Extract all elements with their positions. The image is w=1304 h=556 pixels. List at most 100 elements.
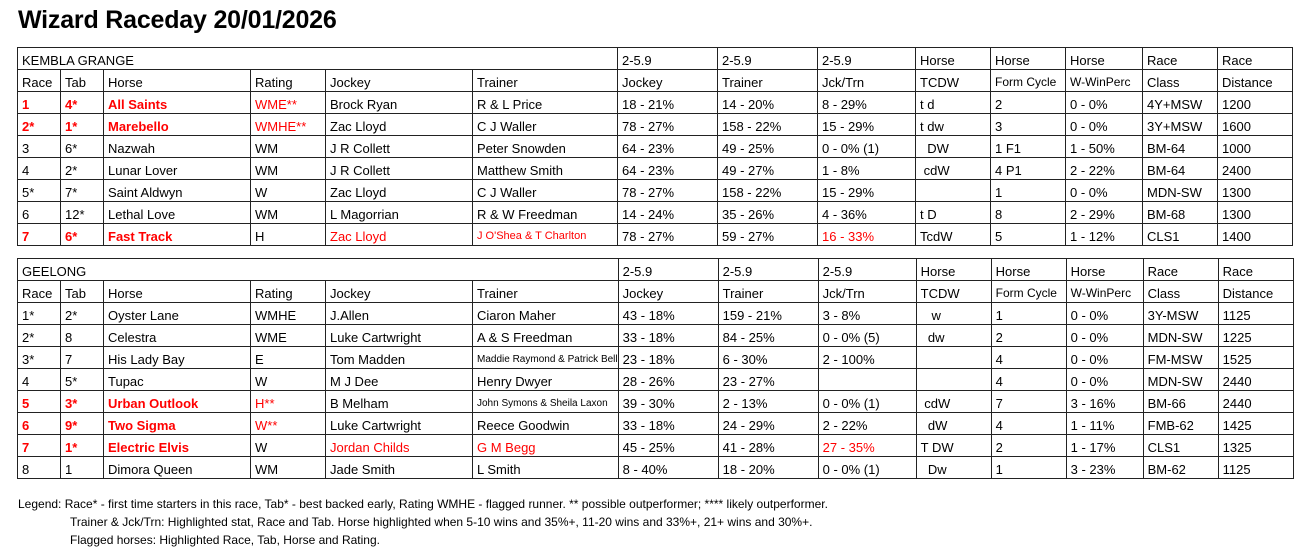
cell-rating: WM xyxy=(250,201,326,224)
cell-horse: Celestra xyxy=(103,324,251,347)
column-header-horse: Horse xyxy=(103,69,251,92)
cell-race: 1 xyxy=(17,91,61,114)
cell-jck-trn-stat: 1 - 8% xyxy=(817,157,916,180)
table-row: 5* 7* Saint Aldwyn W Zac Lloyd C J Waller 78 -… xyxy=(17,179,1293,202)
cell-trainer: Maddie Raymond & Patrick Bell xyxy=(472,346,619,369)
cell-jockey-stat: 18 - 21% xyxy=(617,91,718,114)
group-header-trainer-stat: 2-5.9 xyxy=(717,258,819,281)
cell-trainer-stat: 84 - 25% xyxy=(717,324,819,347)
cell-jck-trn-stat: 0 - 0% (1) xyxy=(817,390,917,413)
cell-rating: W xyxy=(250,179,326,202)
column-header-race: Race xyxy=(17,69,61,92)
cell-jockey: Zac Lloyd xyxy=(325,113,473,136)
cell-class: BM-64 xyxy=(1142,135,1218,158)
cell-w-winperc: 2 - 22% xyxy=(1065,157,1143,180)
group-header-form-cycle: Horse xyxy=(990,258,1067,281)
cell-jockey: Tom Madden xyxy=(325,346,473,369)
cell-jockey: Jordan Childs xyxy=(325,434,473,457)
cell-jck-trn-stat: 15 - 29% xyxy=(817,113,916,136)
group-header-jck-trn-stat: 2-5.9 xyxy=(817,258,917,281)
column-header-race: Race xyxy=(17,280,61,303)
cell-tcdw: dw xyxy=(915,324,992,347)
cell-tcdw: TcdW xyxy=(915,223,991,246)
cell-tab: 1* xyxy=(60,434,104,457)
cell-horse: All Saints xyxy=(103,91,251,114)
cell-trainer: C J Waller xyxy=(472,179,618,202)
cell-form-cycle: 3 xyxy=(990,113,1066,136)
cell-rating: WME** xyxy=(250,91,326,114)
table-row: 2* 1* Marebello WMHE** Zac Lloyd C J Waller 78… xyxy=(17,113,1293,136)
cell-w-winperc: 3 - 23% xyxy=(1065,456,1144,479)
cell-trainer-stat: 6 - 30% xyxy=(717,346,819,369)
cell-horse: Marebello xyxy=(103,113,251,136)
group-header-jockey-stat: 2-5.9 xyxy=(617,47,718,70)
cell-race: 1* xyxy=(17,302,61,325)
cell-race: 3 xyxy=(17,135,61,158)
cell-jockey: L Magorrian xyxy=(325,201,473,224)
cell-race: 4 xyxy=(17,368,61,391)
cell-distance: 1125 xyxy=(1217,456,1294,479)
cell-jockey-stat: 8 - 40% xyxy=(617,456,719,479)
cell-distance: 1200 xyxy=(1217,91,1293,114)
venue-header-row: KEMBLA GRANGE 2-5.9 2-5.9 2-5.9 Horse Horse Ho… xyxy=(17,47,1293,70)
column-header-jck-trn-stat: Jck/Trn xyxy=(817,69,916,92)
cell-form-cycle: 8 xyxy=(990,201,1066,224)
cell-race: 7 xyxy=(17,434,61,457)
cell-form-cycle: 4 xyxy=(990,346,1067,369)
group-header-distance: Race xyxy=(1217,47,1293,70)
cell-race: 8 xyxy=(17,456,61,479)
cell-horse: Two Sigma xyxy=(103,412,251,435)
cell-trainer: R & W Freedman xyxy=(472,201,618,224)
cell-jockey-stat: 39 - 30% xyxy=(617,390,719,413)
column-header-trainer: Trainer xyxy=(472,280,619,303)
cell-jck-trn-stat: 0 - 0% (1) xyxy=(817,135,916,158)
column-header-rating: Rating xyxy=(250,69,326,92)
cell-trainer-stat: 49 - 27% xyxy=(717,157,818,180)
group-header-class: Race xyxy=(1142,47,1218,70)
cell-race: 6 xyxy=(17,412,61,435)
cell-distance: 2440 xyxy=(1217,390,1294,413)
cell-w-winperc: 0 - 0% xyxy=(1065,91,1143,114)
cell-jck-trn-stat: 4 - 36% xyxy=(817,201,916,224)
cell-rating: W xyxy=(250,368,326,391)
cell-jck-trn-stat: 15 - 29% xyxy=(817,179,916,202)
cell-class: MDN-SW xyxy=(1142,368,1219,391)
column-header-trainer: Trainer xyxy=(472,69,618,92)
table-row: 1 4* All Saints WME** Brock Ryan R & L Price 1… xyxy=(17,91,1293,114)
cell-jockey-stat: 78 - 27% xyxy=(617,179,718,202)
column-header-distance: Distance xyxy=(1217,280,1294,303)
cell-trainer: L Smith xyxy=(472,456,619,479)
cell-w-winperc: 1 - 50% xyxy=(1065,135,1143,158)
cell-class: FM-MSW xyxy=(1142,346,1219,369)
group-header-form-cycle: Horse xyxy=(990,47,1066,70)
column-header-jck-trn-stat: Jck/Trn xyxy=(817,280,917,303)
cell-jockey-stat: 78 - 27% xyxy=(617,223,718,246)
cell-trainer: C J Waller xyxy=(472,113,618,136)
cell-jockey-stat: 23 - 18% xyxy=(617,346,719,369)
cell-race: 5* xyxy=(17,179,61,202)
cell-tcdw: DW xyxy=(915,135,991,158)
cell-distance: 1225 xyxy=(1217,324,1294,347)
cell-w-winperc: 0 - 0% xyxy=(1065,179,1143,202)
cell-tab: 4* xyxy=(60,91,104,114)
cell-jck-trn-stat: 2 - 22% xyxy=(817,412,917,435)
legend-line-3: Flagged horses: Highlighted Race, Tab, H… xyxy=(70,533,380,547)
cell-trainer: Ciaron Maher xyxy=(472,302,619,325)
column-header-jockey-stat: Jockey xyxy=(617,280,719,303)
cell-jck-trn-stat: 3 - 8% xyxy=(817,302,917,325)
cell-w-winperc: 0 - 0% xyxy=(1065,113,1143,136)
cell-class: 4Y+MSW xyxy=(1142,91,1218,114)
cell-tcdw: t d xyxy=(915,91,991,114)
cell-class: FMB-62 xyxy=(1142,412,1219,435)
cell-distance: 1400 xyxy=(1217,223,1293,246)
cell-class: BM-62 xyxy=(1142,456,1219,479)
column-header-class: Class xyxy=(1142,69,1218,92)
cell-trainer: Reece Goodwin xyxy=(472,412,619,435)
cell-jockey: Brock Ryan xyxy=(325,91,473,114)
column-header-tab: Tab xyxy=(60,280,104,303)
cell-tcdw: w xyxy=(915,302,992,325)
cell-rating: WME xyxy=(250,324,326,347)
table-row: 4 5* Tupac W M J Dee Henry Dwyer 28 - 26% 23 - … xyxy=(17,368,1294,391)
cell-horse: Lunar Lover xyxy=(103,157,251,180)
cell-jck-trn-stat: 16 - 33% xyxy=(817,223,916,246)
